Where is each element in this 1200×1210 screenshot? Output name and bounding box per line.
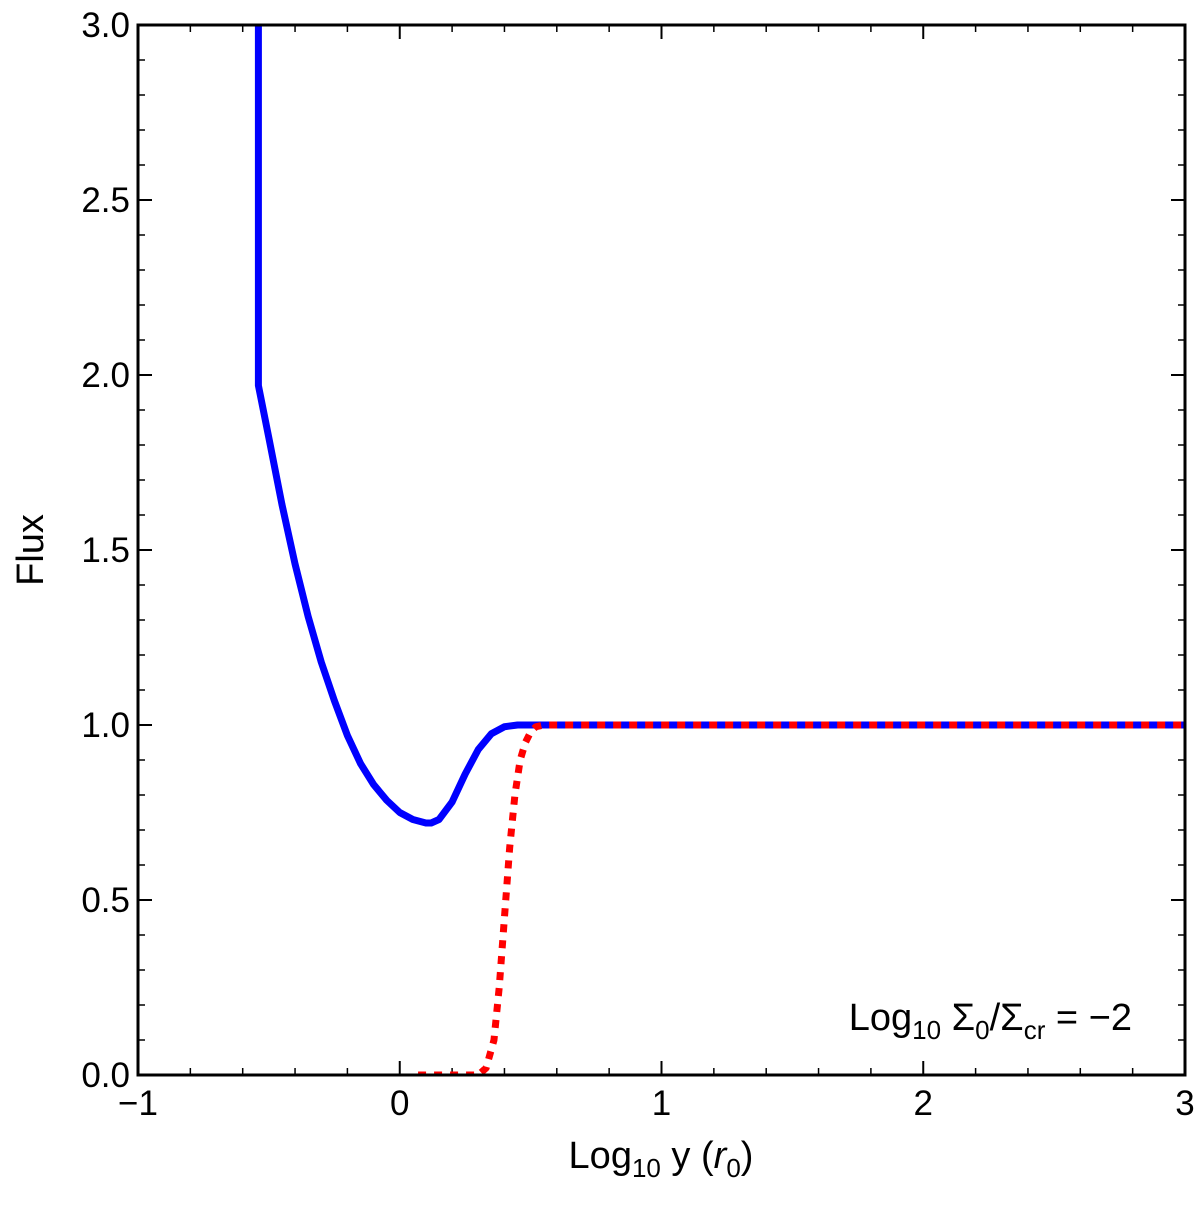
x-axis-title: Log10 y (r0) bbox=[569, 1135, 754, 1183]
series-line-blue-solid bbox=[254, 25, 1185, 827]
y-tick-label: 1.5 bbox=[81, 531, 130, 570]
chart-annotation: Log10 Σ0/Σcr = −2 bbox=[849, 997, 1132, 1045]
y-tick-label: 0.5 bbox=[81, 881, 130, 920]
series-layer bbox=[254, 25, 1185, 1075]
x-tick-label: −1 bbox=[118, 1084, 158, 1123]
y-tick-label: 2.5 bbox=[81, 181, 130, 220]
y-tick-label: 1.0 bbox=[81, 706, 130, 745]
x-tick-label: 2 bbox=[914, 1084, 933, 1123]
y-tick-label: 3.0 bbox=[81, 6, 130, 45]
tick-labels: −1 0 1 2 3 0.0 0.5 1.0 1.5 2.0 2.5 3.0 bbox=[81, 6, 1194, 1123]
x-tick-label: 0 bbox=[390, 1084, 409, 1123]
plot-frame bbox=[136, 23, 1187, 1077]
y-axis-title: Flux bbox=[10, 514, 52, 586]
y-tick-label: 0.0 bbox=[81, 1056, 130, 1095]
y-tick-label: 2.0 bbox=[81, 356, 130, 395]
x-tick-label: 1 bbox=[652, 1084, 671, 1123]
x-tick-label: 3 bbox=[1175, 1084, 1194, 1123]
series-line-red-dotted bbox=[418, 721, 1185, 1075]
